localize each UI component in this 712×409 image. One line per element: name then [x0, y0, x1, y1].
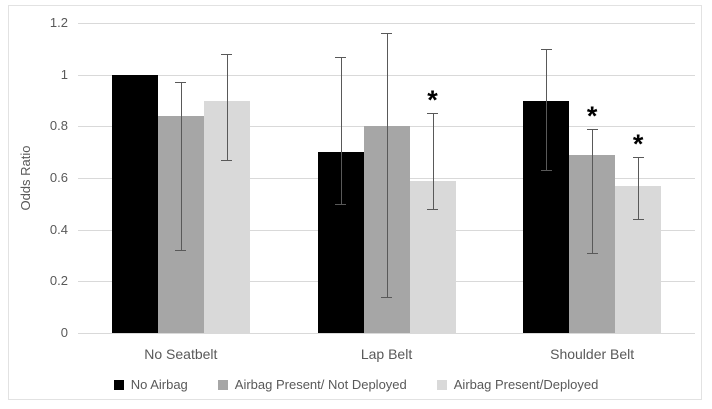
x-category-label: Shoulder Belt — [550, 346, 635, 362]
error-bar-cap — [381, 296, 392, 298]
error-bar-cap — [175, 82, 187, 84]
legend-item: Airbag Present/Deployed — [436, 377, 599, 392]
legend-item: No Airbag — [113, 377, 188, 392]
y-tick-label: 1 — [60, 66, 68, 82]
bar-no-airbag — [111, 74, 158, 333]
y-tick-label: 0.4 — [49, 221, 68, 237]
error-bar-line — [386, 33, 388, 297]
legend-swatch-icon — [113, 379, 124, 390]
y-tick-label: 1.2 — [49, 15, 68, 30]
gridline — [78, 23, 695, 24]
legend-label: Airbag Present/ Not Deployed — [234, 377, 407, 392]
significance-asterisk: * — [427, 85, 438, 116]
error-bar-cap — [381, 33, 392, 35]
error-bar-cap — [632, 157, 644, 159]
legend-swatch-icon — [436, 379, 447, 390]
error-bar-cap — [427, 113, 438, 115]
y-tick-label: 0.6 — [49, 170, 68, 185]
error-bar-cap — [540, 48, 552, 50]
error-bar-cap — [175, 250, 187, 252]
error-bar-cap — [335, 56, 346, 58]
legend-swatch-icon — [217, 379, 228, 390]
x-category-label: No Seatbelt — [144, 346, 218, 362]
x-category-label: Lap Belt — [360, 346, 413, 362]
error-bar-cap — [540, 170, 552, 172]
y-tick-label: 0.8 — [49, 118, 68, 134]
significance-asterisk: * — [586, 100, 598, 131]
error-bar-line — [592, 128, 594, 253]
error-bar-cap — [586, 128, 598, 130]
error-bar-line — [226, 54, 228, 160]
gridline — [78, 333, 695, 334]
legend: No Airbag Airbag Present/ Not Deployed Air… — [9, 377, 703, 392]
error-bar-cap — [221, 54, 233, 55]
error-bar-cap — [427, 209, 438, 210]
error-bar-line — [432, 113, 434, 209]
legend-label: Airbag Present/Deployed — [453, 377, 599, 392]
error-bar-line — [546, 48, 548, 171]
error-bar-line — [340, 56, 342, 204]
error-bar-cap — [335, 203, 346, 205]
error-bar-cap — [632, 219, 644, 221]
y-tick-label: 0.2 — [49, 273, 68, 289]
error-bar-line — [180, 82, 182, 251]
y-tick-label: 0 — [60, 325, 68, 340]
error-bar-cap — [586, 252, 598, 254]
legend-item: Airbag Present/ Not Deployed — [217, 377, 407, 392]
chart-frame: Odds Ratio 0 0.2 0.4 0.6 0.8 1 1.2 No Seatbelt *… — [8, 5, 702, 400]
legend-label: No Airbag — [130, 377, 188, 392]
significance-asterisk: * — [632, 129, 644, 160]
error-bar-line — [638, 157, 640, 220]
error-bar-cap — [221, 159, 233, 161]
